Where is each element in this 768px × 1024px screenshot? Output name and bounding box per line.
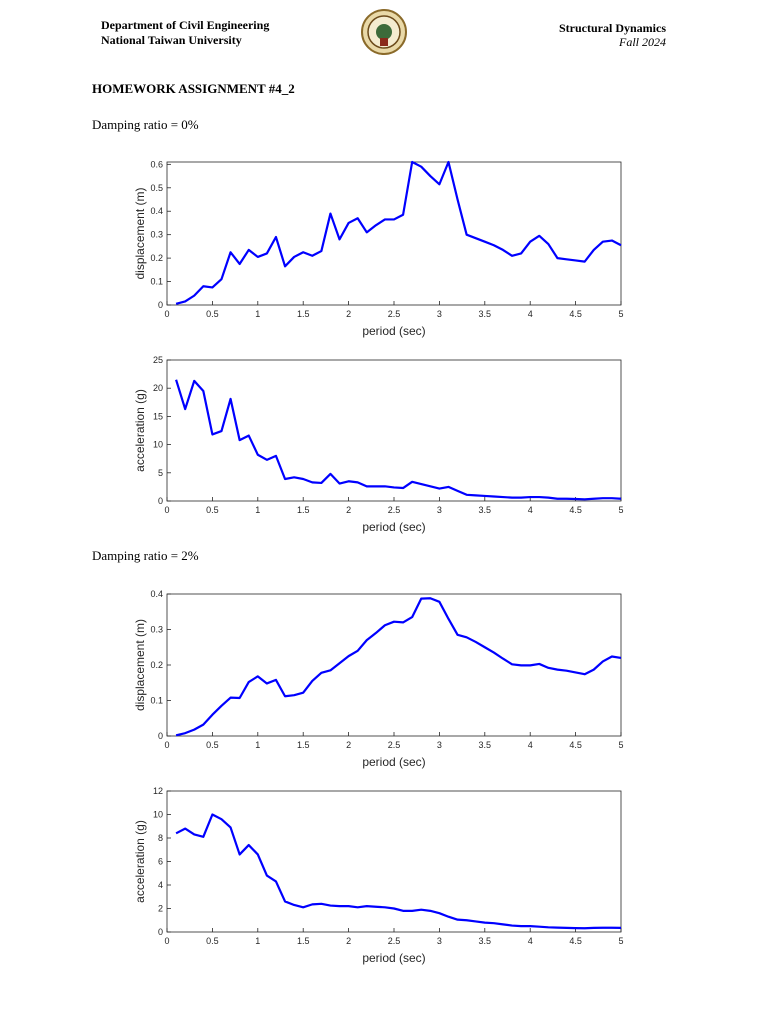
x-tick-label: 4.5: [569, 505, 582, 515]
x-tick-label: 5: [618, 740, 623, 750]
x-tick-label: 3.5: [479, 740, 492, 750]
x-tick-label: 0: [164, 309, 169, 319]
x-tick-label: 3: [437, 740, 442, 750]
y-tick-label: 0.2: [150, 253, 163, 263]
y-tick-label: 0.5: [150, 183, 163, 193]
x-tick-label: 5: [618, 309, 623, 319]
x-tick-label: 3.5: [479, 309, 492, 319]
plot-area: [166, 359, 622, 502]
y-tick-label: 0.4: [150, 589, 163, 599]
x-axis-label: period (sec): [362, 951, 425, 965]
x-tick-label: 4.5: [569, 936, 582, 946]
y-tick-label: 10: [153, 810, 163, 820]
y-axis-label: displacement (m): [133, 187, 147, 279]
x-tick-label: 1: [255, 740, 260, 750]
x-tick-label: 1: [255, 309, 260, 319]
x-tick-label: 5: [618, 505, 623, 515]
y-tick-label: 12: [153, 786, 163, 796]
university: National Taiwan University: [101, 33, 242, 47]
x-tick-label: 3: [437, 936, 442, 946]
x-tick-label: 2.5: [388, 505, 401, 515]
y-axis-label: displacement (m): [133, 619, 147, 711]
y-tick-label: 6: [158, 857, 163, 867]
y-tick-label: 0: [158, 300, 163, 310]
x-axis-label: period (sec): [362, 755, 425, 769]
y-tick-label: 0.3: [150, 230, 163, 240]
x-tick-label: 5: [618, 936, 623, 946]
chart: 0 0.5 1 1.5 2 2.5 3 3.5 4 4.5 5 0 5 10 15 20 25 period (s…: [133, 355, 624, 534]
y-axis-label: acceleration (g): [133, 389, 147, 472]
y-tick-label: 8: [158, 833, 163, 843]
x-tick-label: 2: [346, 936, 351, 946]
plot-area: [166, 593, 622, 737]
x-tick-label: 2.5: [388, 309, 401, 319]
data-line: [175, 597, 622, 737]
x-tick-label: 2: [346, 309, 351, 319]
emblem: [361, 9, 407, 55]
x-tick-label: 4: [528, 505, 533, 515]
y-tick-label: 0.6: [150, 159, 163, 169]
data-line: [175, 813, 622, 930]
x-tick-label: 1: [255, 936, 260, 946]
x-tick-label: 3: [437, 505, 442, 515]
x-tick-label: 1: [255, 505, 260, 515]
y-tick-label: 0: [158, 496, 163, 506]
x-axis-label: period (sec): [362, 520, 425, 534]
x-tick-label: 3.5: [479, 505, 492, 515]
x-tick-label: 2: [346, 740, 351, 750]
y-tick-label: 0.1: [150, 277, 163, 287]
section-label: Damping ratio = 2%: [92, 548, 199, 563]
y-tick-label: 0.3: [150, 625, 163, 635]
x-tick-label: 3: [437, 309, 442, 319]
y-tick-label: 0: [158, 927, 163, 937]
x-tick-label: 0.5: [206, 505, 219, 515]
y-tick-label: 4: [158, 880, 163, 890]
y-tick-label: 20: [153, 383, 163, 393]
chart: 0 0.5 1 1.5 2 2.5 3 3.5 4 4.5 5 0 2 4 6 8 10 12 period (se…: [133, 786, 624, 965]
plot-area: [166, 790, 622, 933]
x-tick-label: 1.5: [297, 936, 310, 946]
x-tick-label: 2.5: [388, 936, 401, 946]
x-tick-label: 1.5: [297, 505, 310, 515]
x-tick-label: 0: [164, 740, 169, 750]
x-tick-label: 0.5: [206, 936, 219, 946]
y-tick-label: 0.1: [150, 696, 163, 706]
x-tick-label: 0: [164, 936, 169, 946]
y-tick-label: 0: [158, 731, 163, 741]
assignment-title: HOMEWORK ASSIGNMENT #4_2: [92, 81, 295, 96]
department: Department of Civil Engineering: [101, 18, 269, 32]
chart: 0 0.5 1 1.5 2 2.5 3 3.5 4 4.5 5 0 0.1 0.2 0.3 0.4 0.5 0.6…: [133, 159, 624, 338]
x-tick-label: 1.5: [297, 309, 310, 319]
y-axis-label: acceleration (g): [133, 820, 147, 903]
y-tick-label: 2: [158, 904, 163, 914]
y-tick-label: 25: [153, 355, 163, 365]
x-tick-label: 0.5: [206, 740, 219, 750]
x-tick-label: 4.5: [569, 740, 582, 750]
chart: 0 0.5 1 1.5 2 2.5 3 3.5 4 4.5 5 0 0.1 0.2 0.3 0.4 period…: [133, 589, 624, 769]
x-tick-label: 4: [528, 740, 533, 750]
x-tick-label: 1.5: [297, 740, 310, 750]
x-tick-label: 4.5: [569, 309, 582, 319]
data-line: [175, 379, 622, 501]
y-tick-label: 0.4: [150, 206, 163, 216]
term: Fall 2024: [618, 35, 666, 49]
y-tick-label: 10: [153, 440, 163, 450]
x-tick-label: 2.5: [388, 740, 401, 750]
y-tick-label: 0.2: [150, 660, 163, 670]
x-axis-label: period (sec): [362, 324, 425, 338]
x-tick-label: 0: [164, 505, 169, 515]
plot-area: [166, 161, 622, 306]
data-line: [175, 160, 622, 305]
x-tick-label: 4: [528, 936, 533, 946]
course: Structural Dynamics: [559, 21, 666, 35]
y-tick-label: 15: [153, 411, 163, 421]
x-tick-label: 0.5: [206, 309, 219, 319]
y-tick-label: 5: [158, 468, 163, 478]
x-tick-label: 3.5: [479, 936, 492, 946]
section-label: Damping ratio = 0%: [92, 117, 199, 132]
x-tick-label: 4: [528, 309, 533, 319]
x-tick-label: 2: [346, 505, 351, 515]
